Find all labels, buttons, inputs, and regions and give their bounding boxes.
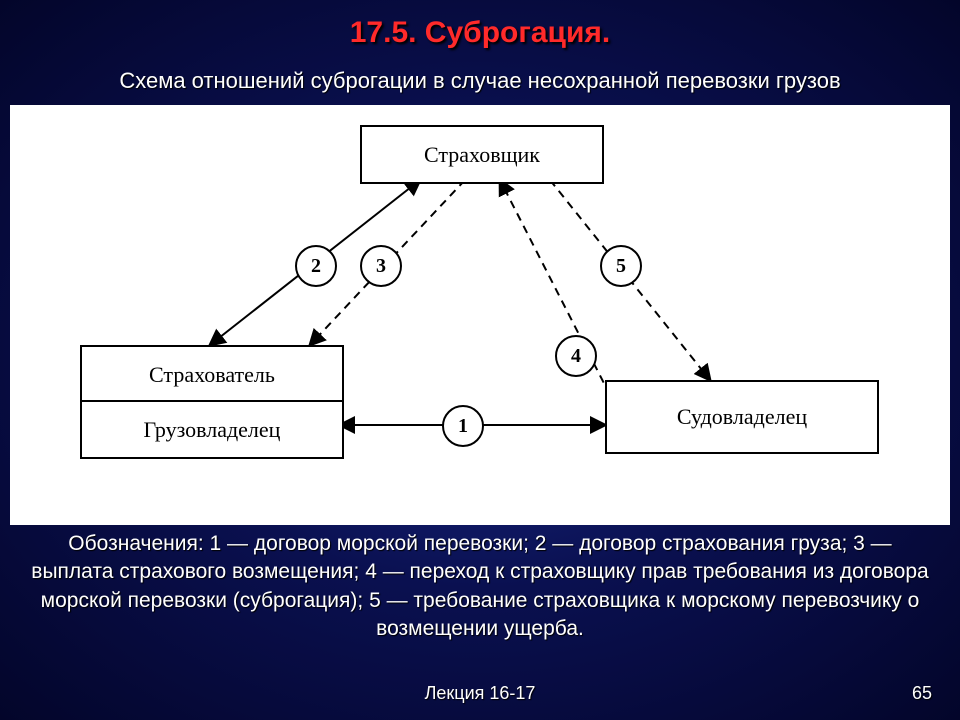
circle-4: 4	[555, 335, 597, 377]
circle-5: 5	[600, 245, 642, 287]
slide-subtitle: Схема отношений суброгации в случае несо…	[0, 68, 960, 94]
legend-text: Обозначения: 1 — договор морской перевоз…	[30, 530, 930, 643]
circle-3: 3	[360, 245, 402, 287]
slide: 17.5. Суброгация. Схема отношений суброг…	[0, 0, 960, 720]
circle-2: 2	[295, 245, 337, 287]
subrogation-diagram: Страховщик Страхователь Грузовладелец Су…	[10, 105, 950, 525]
slide-title: 17.5. Суброгация.	[0, 16, 960, 50]
node-shipowner: Судовладелец	[605, 380, 879, 454]
circle-1: 1	[442, 405, 484, 447]
node-insurer: Страховщик	[360, 125, 604, 184]
footer-label: Лекция 16-17	[0, 683, 960, 704]
node-cargo-owner: Грузовладелец	[80, 400, 344, 459]
page-number: 65	[912, 683, 932, 704]
node-policyholder: Страхователь	[80, 345, 344, 404]
